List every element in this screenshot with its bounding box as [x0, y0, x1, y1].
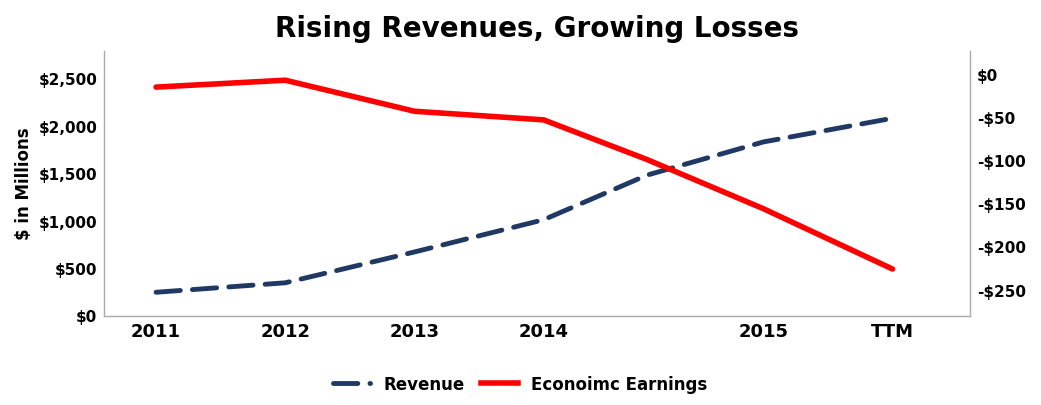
Revenue — [150, 290, 162, 295]
Legend: Revenue, Econoimc Earnings: Revenue, Econoimc Earnings — [327, 369, 714, 401]
Econoimc Earnings — [537, 117, 550, 122]
Econoimc Earnings — [279, 78, 291, 83]
Revenue — [886, 116, 898, 121]
Y-axis label: $ in Millions: $ in Millions — [15, 127, 33, 240]
Revenue — [408, 249, 421, 254]
Revenue — [757, 139, 769, 144]
Econoimc Earnings — [150, 85, 162, 90]
Line: Revenue: Revenue — [156, 118, 892, 292]
Revenue — [279, 280, 291, 285]
Econoimc Earnings — [641, 157, 654, 162]
Revenue — [641, 173, 654, 177]
Line: Econoimc Earnings: Econoimc Earnings — [156, 80, 892, 269]
Econoimc Earnings — [408, 109, 421, 114]
Econoimc Earnings — [886, 266, 898, 271]
Title: Rising Revenues, Growing Losses: Rising Revenues, Growing Losses — [275, 15, 799, 43]
Revenue — [537, 217, 550, 222]
Econoimc Earnings — [757, 206, 769, 211]
